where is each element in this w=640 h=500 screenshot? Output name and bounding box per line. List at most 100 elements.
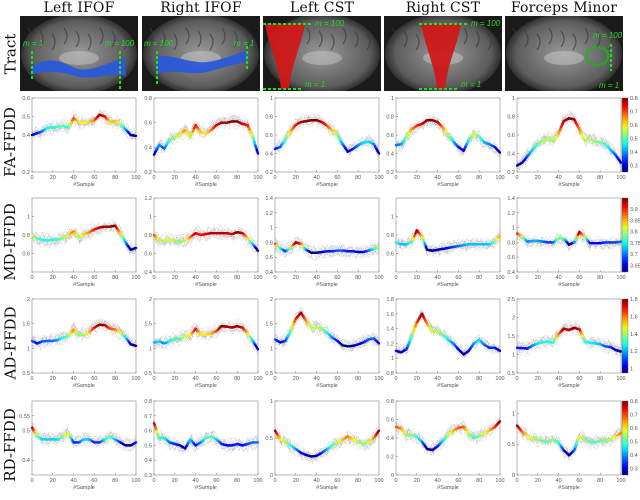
svg-text:0.7: 0.7 bbox=[630, 412, 638, 418]
svg-text:#Sample: #Sample bbox=[316, 383, 338, 389]
column-title: Forceps Minor bbox=[510, 0, 618, 16]
svg-text:0.5: 0.5 bbox=[22, 115, 30, 121]
svg-text:1.2: 1.2 bbox=[265, 211, 273, 217]
svg-text:0.2: 0.2 bbox=[507, 170, 515, 176]
svg-text:0.5: 0.5 bbox=[22, 429, 30, 435]
svg-text:#Sample: #Sample bbox=[195, 182, 217, 188]
svg-text:20: 20 bbox=[50, 478, 56, 484]
svg-text:60: 60 bbox=[576, 376, 582, 382]
svg-text:0.5: 0.5 bbox=[22, 371, 30, 377]
svg-text:0.8: 0.8 bbox=[144, 399, 152, 405]
svg-text:0: 0 bbox=[512, 473, 515, 479]
plot-ad-ffdd-2: 0.5 1 1.5 2 0 20 40 60 80 100 #Sample bbox=[263, 293, 383, 393]
svg-text:1.6: 1.6 bbox=[630, 314, 638, 320]
svg-text:60: 60 bbox=[91, 376, 97, 382]
svg-text:0.8: 0.8 bbox=[507, 240, 515, 246]
svg-text:20: 20 bbox=[293, 478, 299, 484]
svg-text:#Sample: #Sample bbox=[73, 383, 95, 389]
svg-text:0.8: 0.8 bbox=[144, 96, 152, 102]
svg-text:80: 80 bbox=[597, 376, 603, 382]
svg-text:0.8: 0.8 bbox=[386, 115, 394, 121]
svg-text:2: 2 bbox=[270, 297, 273, 303]
plot-ad-ffdd-3: 0.8 1 1.2 1.4 1.6 1.8 0 20 40 60 80 100 #Sample bbox=[384, 293, 504, 393]
svg-text:0.8: 0.8 bbox=[630, 96, 638, 102]
svg-text:80: 80 bbox=[355, 175, 361, 181]
svg-text:0: 0 bbox=[30, 478, 33, 484]
segment-marker-label: m = 1 bbox=[23, 39, 43, 48]
svg-text:20: 20 bbox=[172, 275, 178, 281]
plot-rd-ffdd-4: 0 0.5 1 0 20 40 60 80 100 #Sample bbox=[505, 395, 626, 495]
svg-text:80: 80 bbox=[597, 275, 603, 281]
svg-text:0.2: 0.2 bbox=[22, 170, 30, 176]
svg-text:2: 2 bbox=[27, 297, 30, 303]
svg-text:1: 1 bbox=[512, 226, 515, 232]
svg-text:100: 100 bbox=[253, 376, 262, 382]
svg-text:#Sample: #Sample bbox=[558, 282, 580, 288]
svg-text:1.8: 1.8 bbox=[630, 297, 638, 303]
svg-text:100: 100 bbox=[495, 478, 504, 484]
svg-text:0.4: 0.4 bbox=[507, 152, 515, 158]
svg-text:1.2: 1.2 bbox=[144, 196, 152, 202]
svg-text:20: 20 bbox=[414, 478, 420, 484]
tract-image: m = 1 m = 100 bbox=[20, 16, 138, 91]
svg-text:#Sample: #Sample bbox=[195, 485, 217, 491]
svg-text:0: 0 bbox=[273, 376, 276, 382]
svg-text:#Sample: #Sample bbox=[558, 383, 580, 389]
svg-text:0.8: 0.8 bbox=[22, 233, 30, 239]
svg-text:100: 100 bbox=[374, 376, 383, 382]
svg-text:60: 60 bbox=[91, 175, 97, 181]
svg-text:0.6: 0.6 bbox=[507, 133, 515, 139]
svg-text:0: 0 bbox=[391, 473, 394, 479]
svg-text:80: 80 bbox=[355, 275, 361, 281]
svg-text:0: 0 bbox=[152, 478, 155, 484]
svg-text:60: 60 bbox=[91, 275, 97, 281]
svg-text:80: 80 bbox=[112, 175, 118, 181]
svg-text:0.6: 0.6 bbox=[386, 418, 394, 424]
svg-text:0: 0 bbox=[30, 275, 33, 281]
colorbar-fa-ffdd: 0.3 0.4 0.5 0.6 0.7 0.8 bbox=[621, 96, 640, 173]
svg-text:0: 0 bbox=[152, 376, 155, 382]
svg-text:60: 60 bbox=[334, 478, 340, 484]
plot-fa-ffdd-4: 0.2 0.4 0.6 0.8 1 0 20 40 60 80 100 #Sample bbox=[505, 92, 625, 192]
svg-text:20: 20 bbox=[414, 275, 420, 281]
segment-marker-label: m = 100 bbox=[144, 39, 174, 48]
svg-text:0.8: 0.8 bbox=[144, 233, 152, 239]
svg-text:1.4: 1.4 bbox=[507, 196, 515, 202]
svg-text:40: 40 bbox=[556, 275, 562, 281]
svg-text:40: 40 bbox=[435, 376, 441, 382]
row-label: MD-FFDD bbox=[0, 192, 20, 292]
plot-md-ffdd-4: 0.4 0.6 0.8 1 1.2 1.4 0 20 40 60 80 100 #Sample bbox=[505, 192, 625, 292]
row-label: FA-FFDD bbox=[0, 92, 20, 192]
plot-fa-ffdd-1: 0.2 0.4 0.6 0.8 0 20 40 60 80 100 #Sample bbox=[142, 92, 262, 192]
plot-md-ffdd-1: 0.4 0.6 0.8 1 1.2 0 20 40 60 80 100 #Sample bbox=[142, 192, 262, 292]
svg-text:20: 20 bbox=[293, 376, 299, 382]
svg-text:0.7: 0.7 bbox=[630, 109, 638, 115]
svg-text:40: 40 bbox=[556, 376, 562, 382]
svg-text:3.65: 3.65 bbox=[630, 263, 640, 269]
svg-text:3.7: 3.7 bbox=[630, 252, 638, 258]
svg-text:0: 0 bbox=[152, 175, 155, 181]
svg-text:1: 1 bbox=[391, 96, 394, 102]
plot-rd-ffdd-3: 0 0.2 0.4 0.6 0.8 0 20 40 60 80 100 #Sample bbox=[384, 395, 504, 495]
svg-text:0.4: 0.4 bbox=[144, 458, 152, 464]
svg-text:#Sample: #Sample bbox=[73, 182, 95, 188]
svg-text:#Sample: #Sample bbox=[558, 182, 580, 188]
svg-text:100: 100 bbox=[131, 275, 140, 281]
svg-text:100: 100 bbox=[253, 175, 262, 181]
svg-text:1.6: 1.6 bbox=[386, 312, 394, 318]
svg-text:40: 40 bbox=[314, 478, 320, 484]
svg-text:1: 1 bbox=[27, 346, 30, 352]
svg-text:0.5: 0.5 bbox=[507, 442, 515, 448]
svg-text:0.4: 0.4 bbox=[630, 150, 638, 156]
svg-text:3.8: 3.8 bbox=[630, 230, 638, 236]
svg-text:0: 0 bbox=[515, 376, 518, 382]
row-label-text: AD-FFDD bbox=[1, 306, 20, 380]
svg-text:0.8: 0.8 bbox=[386, 399, 394, 405]
svg-text:0: 0 bbox=[394, 376, 397, 382]
svg-text:0.6: 0.6 bbox=[630, 426, 638, 432]
svg-text:20: 20 bbox=[172, 376, 178, 382]
colorbar-md-ffdd: 3.65 3.7 3.75 3.8 3.85 3.9 bbox=[621, 197, 640, 273]
row-label-text: Tract bbox=[0, 33, 19, 74]
svg-text:100: 100 bbox=[495, 275, 504, 281]
svg-text:0.6: 0.6 bbox=[386, 252, 394, 258]
